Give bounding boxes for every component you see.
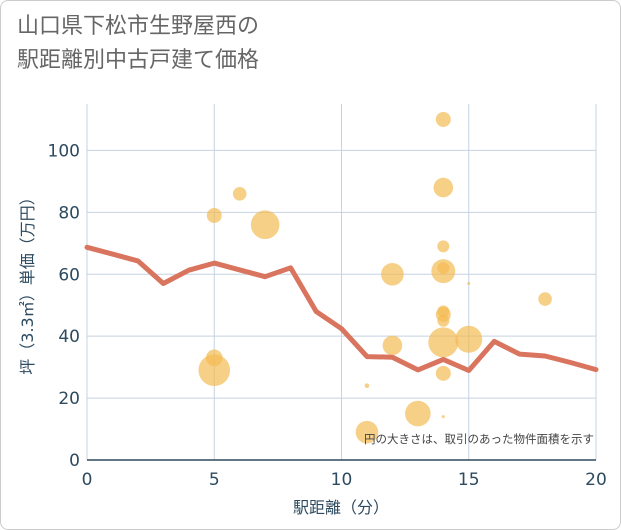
- x-tick-label: 5: [209, 470, 220, 490]
- grid-lines: [86, 104, 597, 461]
- data-bubble: [206, 207, 222, 223]
- x-tick-label: 20: [585, 470, 607, 490]
- x-tick-label: 15: [458, 470, 480, 490]
- y-tick-label: 100: [48, 141, 80, 161]
- title-line-1: 山口県下松市生野屋西の: [17, 14, 260, 39]
- data-bubbles: [198, 111, 552, 444]
- y-tick-label: 40: [58, 327, 80, 347]
- y-tick-label: 60: [58, 265, 80, 285]
- trend-line: [84, 244, 599, 373]
- y-tick-labels: 0 20 40 60 80 100: [48, 141, 80, 471]
- x-axis-label: 駅距離（分）: [293, 498, 389, 517]
- data-bubble: [437, 314, 450, 327]
- data-bubble: [250, 210, 280, 240]
- x-tick-label: 0: [82, 470, 93, 490]
- data-bubble: [364, 383, 370, 389]
- data-bubble: [405, 400, 431, 427]
- chart-title: 山口県下松市生野屋西の 駅距離別中古戸建て価格: [17, 10, 259, 78]
- title-line-2: 駅距離別中古戸建て価格: [17, 48, 260, 73]
- data-bubble: [435, 111, 451, 127]
- x-tick-label: 10: [331, 470, 353, 490]
- x-tick-labels: 0 5 10 15 20: [82, 470, 607, 490]
- data-bubble: [441, 415, 445, 419]
- y-tick-label: 0: [69, 451, 80, 471]
- data-bubble: [455, 325, 483, 353]
- size-annotation: 円の大きさは、取引のあった物件面積を示す: [364, 432, 594, 446]
- data-bubble: [437, 240, 450, 253]
- data-bubble: [435, 365, 451, 381]
- data-bubble: [467, 282, 471, 286]
- data-bubble: [431, 259, 456, 284]
- data-bubble: [382, 335, 403, 356]
- data-bubble: [355, 420, 379, 444]
- data-bubble: [428, 327, 459, 358]
- data-bubble: [232, 186, 247, 201]
- data-bubble: [198, 354, 231, 387]
- y-tick-label: 20: [58, 389, 80, 409]
- data-bubble: [538, 292, 552, 306]
- y-axis-label: 坪（3.3㎡）単価（万円）: [18, 189, 37, 374]
- y-tick-label: 80: [58, 203, 80, 223]
- data-bubble: [433, 177, 454, 198]
- data-bubble: [381, 262, 404, 286]
